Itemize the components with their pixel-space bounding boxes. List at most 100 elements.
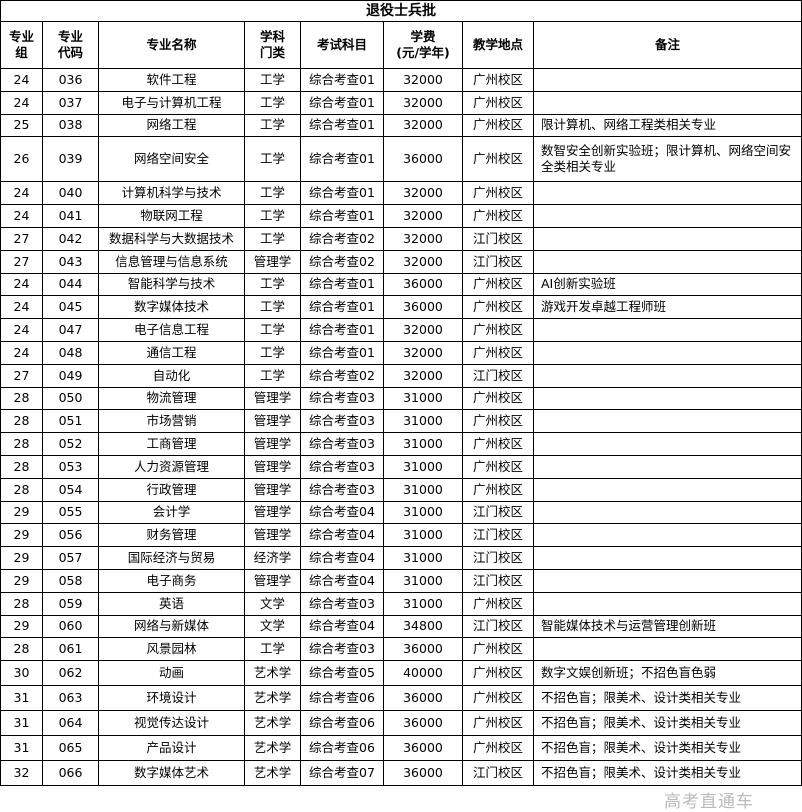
empty-cell [533,363,802,388]
column-header: 考试科目 [300,21,384,69]
table-cell: 综合考查03 [300,591,384,616]
table-cell: 不招色盲；限美术、设计类相关专业 [533,760,802,787]
table-title: 退役士兵批 [0,0,802,22]
table-cell: 36000 [383,760,463,787]
table-row: 32 066 数字媒体艺术 艺术学 综合考查07 36000 江门校区 不招色盲；限美术、设计… [0,760,802,787]
table-cell: 江门校区 [462,523,534,548]
table-cell: 29 [0,568,43,593]
table-row: 24 044 智能科学与技术 工学 综合考查01 36000 广州校区 AI创新实验班 [0,272,802,297]
table-row: 31 064 视觉传达设计 艺术学 综合考查06 36000 广州校区 不招色盲；限美术、设计… [0,710,802,737]
table-cell: 综合考查03 [300,637,384,662]
table-cell: 管理学 [244,409,301,434]
table-cell: 视觉传达设计 [98,710,245,737]
table-cell: 24 [0,204,43,228]
table-cell: 037 [42,90,99,115]
table-cell: 通信工程 [98,340,245,365]
table-cell: 江门校区 [462,614,534,639]
table-cell: 综合考查02 [300,249,384,274]
empty-cell [533,340,802,365]
table-cell: 31000 [383,432,463,456]
table-cell: 自动化 [98,363,245,388]
table-cell: 广州校区 [462,637,534,662]
table-cell: 31000 [383,568,463,593]
table-cell: 056 [42,523,99,548]
table-cell: 044 [42,272,99,297]
table-cell: 059 [42,591,99,616]
table-cell: 网络空间安全 [98,136,245,183]
table-cell: 江门校区 [462,249,534,274]
table-cell: 英语 [98,591,245,616]
table-cell: 32000 [383,113,463,138]
table-cell: 26 [0,136,43,183]
table-cell: 综合考查03 [300,477,384,502]
table-cell: 29 [0,523,43,548]
table-cell: 艺术学 [244,660,301,687]
table-row: 31 065 产品设计 艺术学 综合考查06 36000 广州校区 不招色盲；限美术、设计类相… [0,735,802,762]
table-cell: 064 [42,710,99,737]
table-row: 26 039 网络空间安全 工学 综合考查01 36000 广州校区 数智安全创新实验班；限计… [0,136,802,183]
table-cell: 工学 [244,204,301,228]
table-cell: 31000 [383,591,463,616]
table-cell: 30 [0,660,43,687]
table-cell: 综合考查05 [300,660,384,687]
column-header: 教学地点 [462,21,534,69]
table-cell: 综合考查07 [300,760,384,787]
table-cell: 24 [0,340,43,365]
table-cell: 广州校区 [462,181,534,206]
table-cell: 游戏开发卓越工程师班 [533,295,802,320]
table-cell: 综合考查04 [300,546,384,570]
table-cell: 28 [0,477,43,502]
table-row: 28 059 英语 文学 综合考查03 31000 广州校区 [0,591,802,616]
table-cell: 28 [0,409,43,434]
table-cell: 国际经济与贸易 [98,546,245,570]
table-cell: 管理学 [244,523,301,548]
table-row: 28 052 工商管理 管理学 综合考查03 31000 广州校区 [0,432,802,456]
table-cell: 工学 [244,136,301,183]
table-cell: 综合考查06 [300,735,384,762]
table-cell: 工学 [244,363,301,388]
table-cell: 市场营销 [98,409,245,434]
table-cell: 32000 [383,90,463,115]
admission-table: 退役士兵批 专业 组专业 代码 专业名称 学科 门类 考试科目 学费 (元/学年) 教学地… [0,0,802,787]
table-cell: 29 [0,614,43,639]
table-cell: 综合考查01 [300,90,384,115]
table-cell: 066 [42,760,99,787]
table-cell: 28 [0,432,43,456]
table-cell: 文学 [244,614,301,639]
table-cell: 综合考查04 [300,614,384,639]
table-cell: 038 [42,113,99,138]
empty-cell [533,454,802,479]
table-cell: 广州校区 [462,113,534,138]
table-cell: 27 [0,226,43,251]
table-cell: 32000 [383,226,463,251]
table-row: 24 036 软件工程 工学 综合考查01 32000 广州校区 [0,68,802,92]
table-cell: 32000 [383,340,463,365]
table-cell: 不招色盲；限美术、设计类相关专业 [533,710,802,737]
table-cell: 工学 [244,113,301,138]
table-cell: 31000 [383,546,463,570]
table-cell: 电子信息工程 [98,318,245,342]
table-cell: 管理学 [244,568,301,593]
table-cell: 工学 [244,272,301,297]
table-body: 24 036 软件工程 工学 综合考查01 32000 广州校区 24 037 电子与计算机工程工… [0,68,802,787]
table-row: 29 057 国际经济与贸易 经济学 综合考查04 31000 江门校区 [0,546,802,570]
empty-cell [533,591,802,616]
table-cell: 043 [42,249,99,274]
table-cell: 工学 [244,637,301,662]
table-cell: 综合考查06 [300,710,384,737]
table-cell: 综合考查01 [300,181,384,206]
table-cell: 045 [42,295,99,320]
table-cell: 32000 [383,68,463,92]
table-cell: 31 [0,685,43,712]
table-cell: 057 [42,546,99,570]
table-cell: 信息管理与信息系统 [98,249,245,274]
table-cell: 综合考查01 [300,204,384,228]
table-cell: 综合考查01 [300,318,384,342]
table-cell: 综合考查02 [300,363,384,388]
table-cell: 广州校区 [462,735,534,762]
table-row: 28 051 市场营销 管理学 综合考查03 31000 广州校区 [0,409,802,434]
table-cell: 不招色盲；限美术、设计类相关专业 [533,685,802,712]
table-row: 30 062 动画 艺术学 综合考查05 40000 广州校区 数字文娱创新班；不招色盲色弱 [0,660,802,687]
table-cell: 计算机科学与技术 [98,181,245,206]
table-cell: 艺术学 [244,735,301,762]
